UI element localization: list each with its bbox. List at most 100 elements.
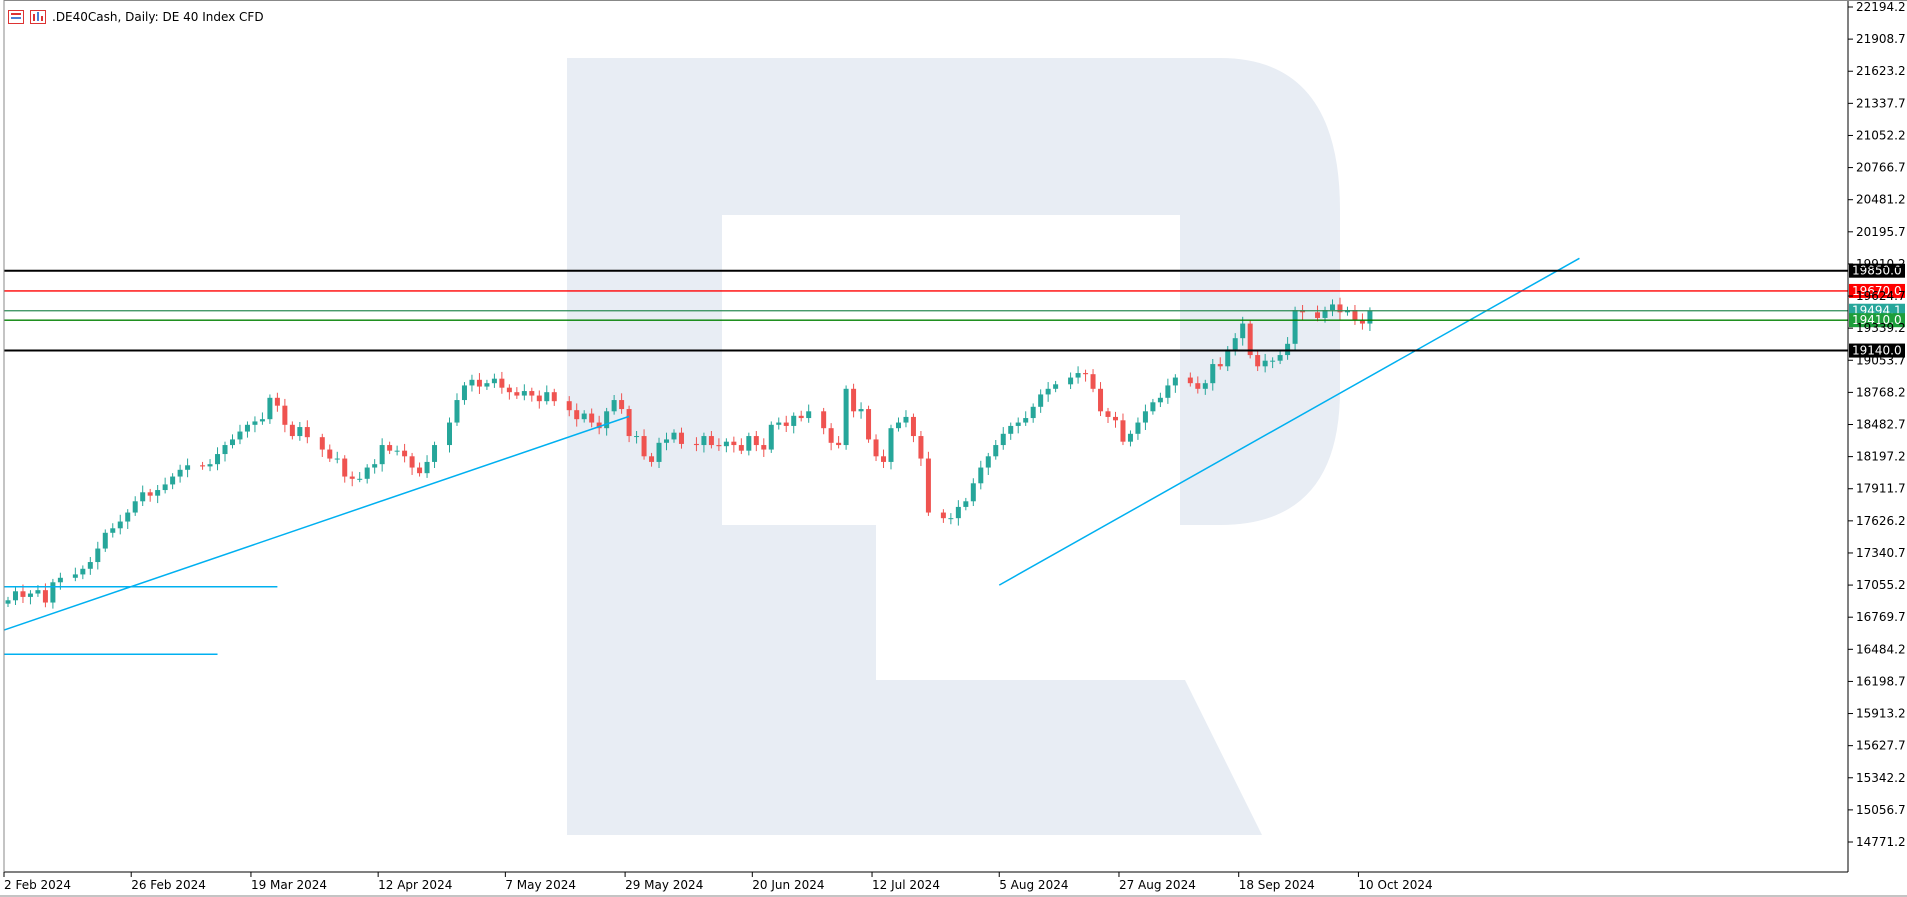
candle-body bbox=[1202, 383, 1208, 389]
candle-body bbox=[1217, 364, 1223, 367]
candle-body bbox=[544, 392, 550, 402]
candle-body bbox=[432, 445, 438, 462]
candle-body bbox=[858, 409, 864, 412]
candle-body bbox=[1262, 360, 1268, 367]
candle-body bbox=[1150, 402, 1156, 412]
candle-body bbox=[215, 454, 221, 465]
candle-body bbox=[783, 422, 789, 426]
candle-body bbox=[162, 484, 168, 491]
candle-body bbox=[1000, 433, 1006, 446]
price-level-badge bbox=[1849, 283, 1905, 298]
candle-body bbox=[1142, 411, 1148, 423]
candle-body bbox=[738, 445, 744, 451]
candle-body bbox=[140, 492, 146, 502]
price-level-label: 19670.0 bbox=[1852, 284, 1902, 298]
x-tick-label: 7 May 2024 bbox=[505, 878, 576, 892]
candle-body bbox=[1045, 388, 1051, 395]
candle-body bbox=[940, 512, 946, 519]
candle-body bbox=[402, 450, 408, 457]
candle-body bbox=[918, 436, 924, 459]
x-tick-label: 18 Sep 2024 bbox=[1239, 878, 1315, 892]
y-tick-label: 21908.7 bbox=[1856, 32, 1906, 46]
candle-body bbox=[237, 431, 243, 440]
candle-body bbox=[491, 378, 497, 384]
candle-body bbox=[372, 464, 378, 468]
chart-title: .DE40Cash, Daily: DE 40 Index CFD bbox=[52, 10, 264, 24]
candle-body bbox=[222, 445, 228, 455]
candle-body bbox=[1195, 383, 1201, 389]
candle-body bbox=[454, 400, 460, 423]
candle-body bbox=[993, 445, 999, 457]
candle-body bbox=[1023, 418, 1029, 423]
candle-body bbox=[521, 391, 527, 396]
price-level-label: 19140.0 bbox=[1852, 344, 1902, 358]
candle-body bbox=[1112, 416, 1118, 421]
candle-body bbox=[1232, 338, 1238, 350]
candle-body bbox=[761, 445, 767, 450]
candle-body bbox=[506, 387, 512, 393]
candle-body bbox=[634, 436, 640, 438]
candle-body bbox=[1105, 411, 1111, 417]
indicator-icon[interactable] bbox=[30, 10, 46, 24]
candle-body bbox=[200, 465, 206, 467]
candle-body bbox=[185, 465, 191, 470]
y-tick-label: 15056.7 bbox=[1856, 803, 1906, 817]
y-tick-label: 21052.2 bbox=[1856, 128, 1906, 142]
y-tick-label: 17911.7 bbox=[1856, 482, 1906, 496]
y-tick-label: 19624.7 bbox=[1856, 289, 1906, 303]
candle-body bbox=[327, 449, 333, 459]
candle-body bbox=[881, 456, 887, 462]
candle-body bbox=[110, 528, 116, 533]
y-tick-label: 21337.7 bbox=[1856, 96, 1906, 110]
price-level-label: 19850.0 bbox=[1852, 264, 1902, 278]
x-tick-label: 12 Apr 2024 bbox=[378, 878, 452, 892]
price-level-badge bbox=[1849, 263, 1905, 278]
y-tick-label: 16484.2 bbox=[1856, 642, 1906, 656]
candle-body bbox=[27, 593, 33, 597]
candle-body bbox=[596, 422, 602, 429]
candle-body bbox=[1277, 355, 1283, 361]
candle-body bbox=[499, 378, 505, 388]
watermark-logo bbox=[567, 58, 1340, 835]
price-level-badge bbox=[1849, 313, 1905, 328]
y-tick-label: 17340.7 bbox=[1856, 546, 1906, 560]
candle-body bbox=[132, 501, 138, 513]
candle-body bbox=[1038, 394, 1044, 407]
y-tick-label: 19339.2 bbox=[1856, 321, 1906, 335]
y-tick-label: 22194.2 bbox=[1856, 0, 1906, 14]
x-tick-label: 27 Aug 2024 bbox=[1119, 878, 1196, 892]
candle-body bbox=[125, 512, 131, 522]
trendline[interactable] bbox=[3, 415, 630, 631]
candle-body bbox=[147, 492, 153, 496]
candle-body bbox=[1225, 349, 1231, 367]
candle-body bbox=[619, 400, 625, 410]
candle-body bbox=[244, 424, 250, 432]
candle-body bbox=[1352, 310, 1358, 321]
candle-body bbox=[319, 437, 325, 450]
price-level-badge bbox=[1849, 343, 1905, 358]
candle-body bbox=[1120, 420, 1126, 442]
candle-body bbox=[394, 450, 400, 452]
candle-body bbox=[334, 458, 340, 460]
candle-body bbox=[80, 568, 86, 575]
y-tick-label: 17055.2 bbox=[1856, 578, 1906, 592]
candle-body bbox=[626, 409, 632, 437]
chart-bars-icon[interactable] bbox=[8, 10, 24, 24]
trendline[interactable] bbox=[998, 257, 1580, 586]
candle-body bbox=[821, 411, 827, 429]
candle-body bbox=[50, 582, 56, 603]
y-tick-label: 15913.2 bbox=[1856, 707, 1906, 721]
candle-body bbox=[1008, 425, 1014, 434]
candle-body bbox=[447, 422, 452, 446]
y-tick-label: 19910.2 bbox=[1856, 257, 1906, 271]
candle-body bbox=[20, 591, 26, 597]
candle-body bbox=[57, 577, 63, 583]
trendlines-layer bbox=[3, 257, 1580, 656]
y-tick-label: 16769.7 bbox=[1856, 610, 1906, 624]
candle-body bbox=[1030, 406, 1036, 419]
candle-body bbox=[873, 439, 879, 457]
candle-body bbox=[574, 410, 580, 420]
